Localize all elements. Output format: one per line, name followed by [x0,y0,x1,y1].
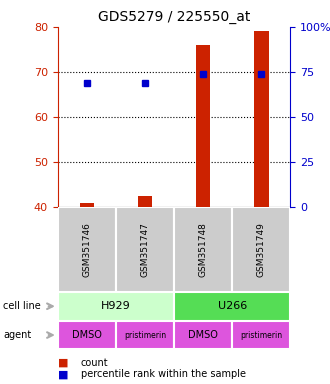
Bar [116,321,174,349]
Bar [232,207,290,292]
Bar [174,292,290,321]
Text: cell line: cell line [3,301,41,311]
Text: U266: U266 [217,301,247,311]
Text: GSM351748: GSM351748 [199,222,208,277]
Bar [58,321,116,349]
Bar [232,321,290,349]
Text: DMSO: DMSO [188,330,218,340]
Text: DMSO: DMSO [72,330,102,340]
Title: GDS5279 / 225550_at: GDS5279 / 225550_at [98,10,250,25]
Text: pristimerin: pristimerin [240,331,282,339]
Bar [174,321,232,349]
Bar [58,207,116,292]
Text: agent: agent [3,330,32,340]
Bar [58,292,174,321]
Text: GSM351747: GSM351747 [141,222,149,277]
Bar [196,45,211,207]
Bar [138,196,152,207]
Bar [80,203,94,207]
Text: count: count [81,358,109,368]
Bar [174,207,232,292]
Text: GSM351746: GSM351746 [82,222,91,277]
Text: pristimerin: pristimerin [124,331,166,339]
Bar [116,207,174,292]
Text: ■: ■ [58,369,68,379]
Text: GSM351749: GSM351749 [257,222,266,277]
Text: percentile rank within the sample: percentile rank within the sample [81,369,246,379]
Bar [254,31,269,207]
Text: ■: ■ [58,358,68,368]
Text: H929: H929 [101,301,131,311]
